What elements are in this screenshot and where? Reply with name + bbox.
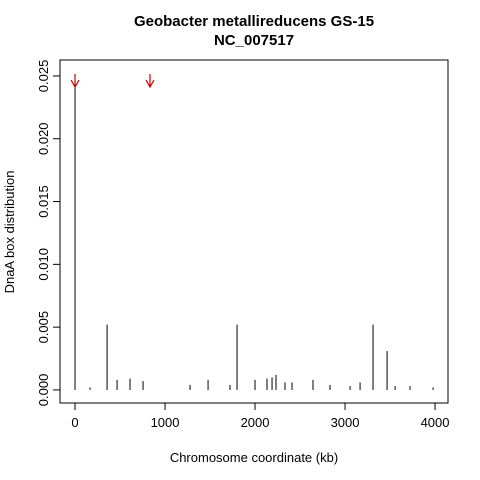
y-tick-label: 0.015 <box>36 185 51 218</box>
x-tick-label: 1000 <box>151 415 180 430</box>
x-tick-label: 2000 <box>241 415 270 430</box>
arrow <box>70 74 80 89</box>
plot-frame <box>59 59 449 404</box>
arrow <box>145 74 155 89</box>
y-tick-label: 0.020 <box>36 122 51 155</box>
y-axis-label: DnaA box distribution <box>2 171 17 294</box>
x-axis-label: Chromosome coordinate (kb) <box>170 450 338 465</box>
y-tick-label: 0.010 <box>36 248 51 281</box>
chart-subtitle: NC_007517 <box>214 32 294 49</box>
chart-title: Geobacter metallireducens GS-15 <box>134 13 374 30</box>
y-tick-label: 0.025 <box>36 60 51 93</box>
x-tick-label: 4000 <box>421 415 450 430</box>
x-tick-label: 3000 <box>331 415 360 430</box>
y-tick-label: 0.005 <box>36 311 51 344</box>
x-tick-label: 0 <box>71 415 78 430</box>
y-tick-label: 0.000 <box>36 374 51 407</box>
